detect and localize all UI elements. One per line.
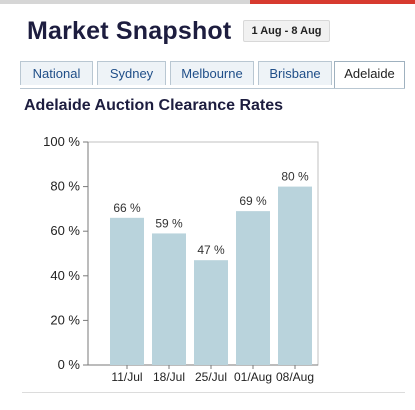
top-accent-bar [0,0,415,4]
tab-adelaide[interactable]: Adelaide [334,61,405,88]
bar [278,186,312,365]
bar [110,217,144,365]
tab-sydney[interactable]: Sydney [97,61,166,85]
y-tick-label: 20 % [50,312,80,327]
y-tick-label: 80 % [50,179,80,194]
city-tabs: National Sydney Melbourne Brisbane Adela… [20,61,405,89]
y-tick-label: 60 % [50,223,80,238]
y-tick-label: 40 % [50,268,80,283]
section-title: Adelaide Auction Clearance Rates [24,97,284,114]
x-tick-label: 01/Aug [234,370,272,384]
clearance-rate-chart: 0 % 20 % 40 % 60 % 80 % 100 % 66 % 11/Jul 59 % 18… [43,134,319,384]
bottom-divider [22,392,405,393]
y-tick-label: 100 % [43,134,80,149]
bar [194,260,228,365]
data-label: 47 % [197,243,225,257]
data-label: 80 % [281,170,309,184]
tab-melbourne[interactable]: Melbourne [170,61,254,85]
top-accent-red [250,0,415,4]
x-tick-label: 11/Jul [111,370,142,384]
data-label: 66 % [113,201,141,215]
bar [236,211,270,365]
x-tick-label: 08/Aug [276,370,314,384]
tab-brisbane[interactable]: Brisbane [258,61,332,85]
data-label: 59 % [155,216,183,230]
top-accent-gray [0,0,250,4]
bar [152,233,186,365]
page-header: Market Snapshot 1 Aug - 8 Aug [27,13,330,49]
tab-national[interactable]: National [20,61,93,85]
data-label: 69 % [239,194,267,208]
page-title: Market Snapshot [27,16,232,45]
y-tick-label: 0 % [58,357,81,372]
x-tick-label: 18/Jul [153,370,185,384]
date-range-badge: 1 Aug - 8 Aug [243,20,330,42]
x-tick-label: 25/Jul [195,370,227,384]
